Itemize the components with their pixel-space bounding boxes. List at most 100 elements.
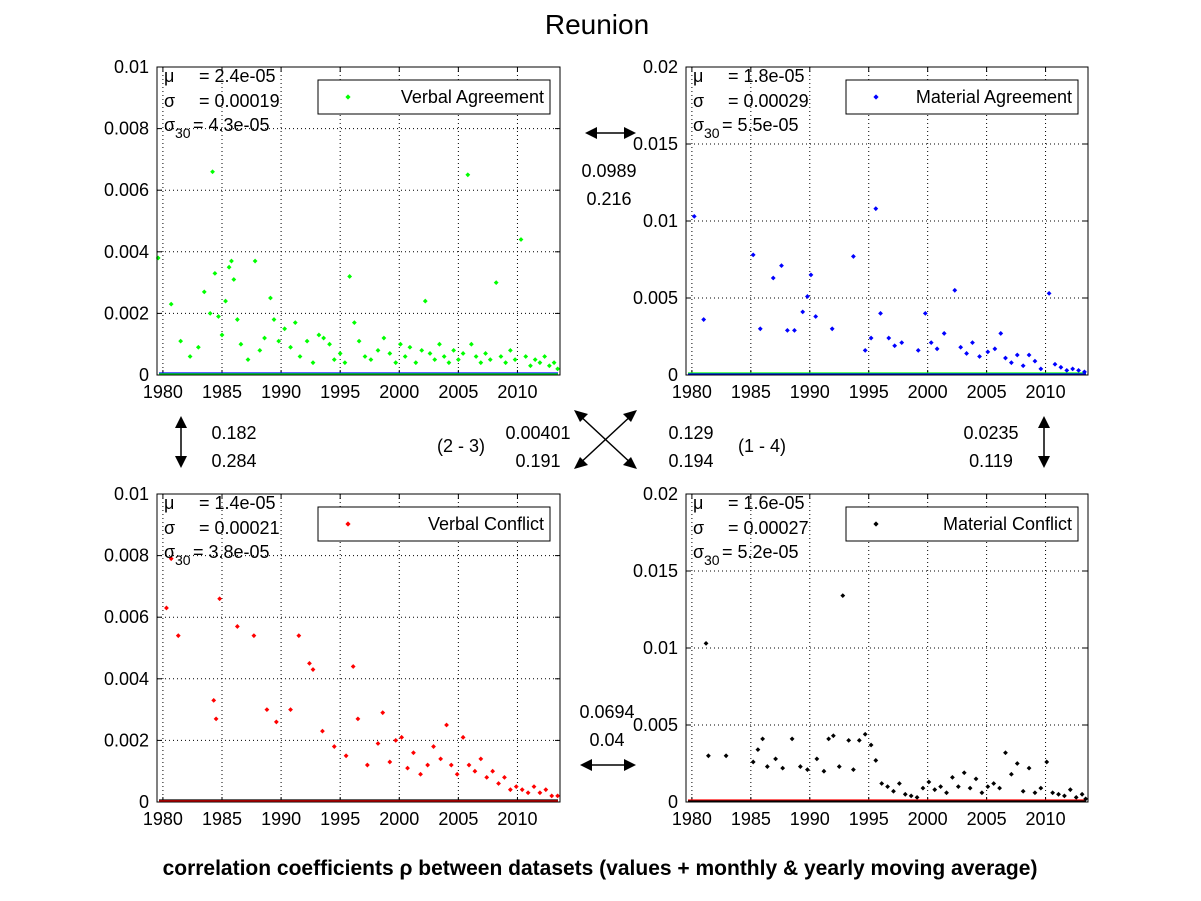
data-point [1014, 761, 1020, 766]
data-point [851, 767, 856, 773]
stat-value: = 5.2e-05 [722, 542, 799, 562]
y-tick-label: 0.01 [114, 57, 149, 77]
data-point [168, 556, 174, 562]
data-point [484, 774, 490, 780]
data-point [886, 335, 892, 341]
x-tick-label: 1990 [261, 809, 301, 829]
data-point [211, 697, 217, 703]
data-point [757, 326, 763, 332]
legend-label: Verbal Agreement [401, 87, 544, 107]
data-point [438, 756, 444, 762]
data-point [1032, 358, 1038, 364]
data-point [784, 327, 790, 333]
data-point [856, 738, 862, 743]
data-point [304, 338, 310, 344]
x-tick-label: 1985 [202, 809, 242, 829]
data-point [705, 753, 711, 759]
data-point [780, 765, 786, 771]
data-point [1046, 290, 1052, 296]
data-point [926, 779, 932, 785]
data-point [879, 781, 885, 786]
y-tick-label: 0.002 [104, 303, 149, 323]
data-point [821, 768, 827, 774]
data-point [217, 596, 223, 602]
corr-diag-2-3-average: 0.191 [515, 451, 560, 471]
data-point [961, 770, 967, 776]
x-tick-label: 1980 [672, 382, 712, 402]
data-point [985, 784, 991, 789]
corr-right-value: 0.0235 [963, 423, 1018, 443]
data-point [1044, 759, 1050, 765]
legend-box [845, 79, 1079, 115]
data-point [216, 314, 221, 319]
corr-diag-1-4-pair: (1 - 4) [738, 436, 786, 456]
data-point [992, 346, 998, 352]
stat-symbol: μ [693, 66, 703, 86]
data-point [231, 277, 237, 282]
data-point [1083, 796, 1089, 802]
data-point [355, 716, 361, 722]
data-point [381, 335, 387, 341]
corr-diag-1-4-value: 0.129 [668, 423, 713, 443]
data-point [320, 728, 325, 734]
stat-symbol: μ [693, 493, 703, 513]
data-point [419, 347, 425, 353]
data-point [703, 640, 709, 646]
data-point [1020, 363, 1026, 369]
data-point [487, 357, 493, 362]
data-point [483, 351, 488, 356]
data-point [422, 298, 428, 304]
data-point [1032, 790, 1038, 796]
corr-left-value: 0.182 [211, 423, 256, 443]
y-tick-label: 0.002 [104, 730, 149, 750]
material-agreement-panel: 0 0.005 0.01 0.015 0.02 1980 1985 1990 1995 2000 2… [633, 57, 1089, 402]
data-point [1070, 366, 1076, 372]
data-point [493, 280, 499, 285]
data-point [201, 289, 207, 295]
y-tick-label: 0.008 [104, 119, 149, 139]
data-point [892, 343, 898, 349]
y-tick-label: 0.008 [104, 546, 149, 566]
legend-box [317, 79, 551, 115]
data-point [375, 347, 381, 353]
data-point [210, 169, 215, 175]
data-point [932, 787, 938, 793]
data-point [829, 326, 835, 332]
stat-symbol: σ [164, 542, 175, 562]
data-point [764, 764, 770, 769]
data-point [1026, 352, 1032, 358]
data-point [380, 710, 386, 716]
data-point [393, 360, 399, 366]
data-point [444, 722, 449, 728]
data-point [343, 753, 349, 759]
data-point [454, 771, 460, 777]
plot-area [157, 67, 560, 375]
data-point [977, 354, 982, 359]
data-point [750, 252, 756, 258]
x-tick-label: 2005 [967, 809, 1007, 829]
data-point [296, 633, 302, 639]
data-point [532, 357, 538, 362]
stat-value: = 5.5e-05 [722, 115, 799, 135]
data-point [271, 317, 277, 322]
data-point [178, 338, 184, 344]
data-point [195, 344, 201, 350]
y-tick-label: 0.006 [104, 607, 149, 627]
data-point [310, 667, 316, 672]
data-point [523, 354, 529, 359]
data-point [451, 347, 457, 353]
data-point [868, 335, 874, 341]
stat-subscript: 30 [175, 125, 191, 141]
y-tick-label: 0.015 [633, 561, 678, 581]
data-point [262, 335, 267, 341]
data-point [229, 258, 234, 264]
stat-value: = 0.00021 [199, 518, 280, 538]
data-point [1064, 367, 1070, 373]
data-point [797, 764, 803, 769]
data-point [362, 354, 368, 359]
data-point [207, 311, 213, 316]
data-point [805, 767, 810, 773]
legend-label: Material Agreement [916, 87, 1072, 107]
data-point [238, 341, 244, 347]
data-point [282, 326, 288, 332]
